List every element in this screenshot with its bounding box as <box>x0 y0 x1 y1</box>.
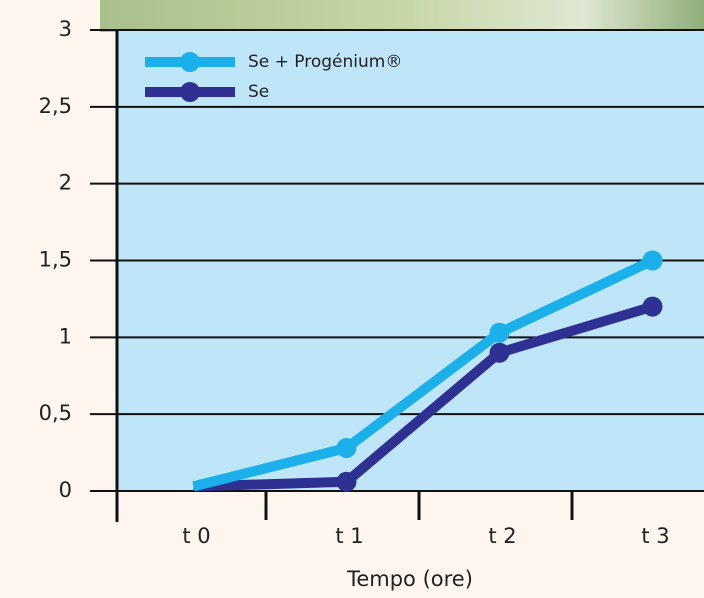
series-line <box>192 255 655 492</box>
x-tick-label: t 2 <box>488 524 516 548</box>
y-tick-label: 1,5 <box>39 248 72 272</box>
series-line <box>193 301 654 492</box>
y-tick-label: 2,5 <box>39 94 72 118</box>
point <box>336 437 357 458</box>
point <box>642 250 663 271</box>
legend-marker <box>180 82 200 102</box>
x-tick-label: t 0 <box>182 524 210 548</box>
y-tick-label: 3 <box>59 17 72 41</box>
point <box>489 322 510 343</box>
y-tick-label: 0 <box>59 478 72 502</box>
x-tick-label: t 1 <box>335 524 363 548</box>
point <box>489 342 510 363</box>
legend-marker <box>180 52 200 72</box>
point <box>336 471 357 492</box>
y-tick-label: 1 <box>59 324 72 348</box>
point <box>642 296 663 317</box>
header-photo <box>100 0 704 32</box>
x-axis-title: Tempo (ore) <box>346 567 473 591</box>
y-tick-label: 2 <box>59 171 72 195</box>
legend-text: Se <box>248 82 269 102</box>
legend-text: Se + Progénium® <box>248 52 402 72</box>
x-tick-label: t 3 <box>641 524 669 548</box>
y-tick-label: 0,5 <box>39 401 72 425</box>
